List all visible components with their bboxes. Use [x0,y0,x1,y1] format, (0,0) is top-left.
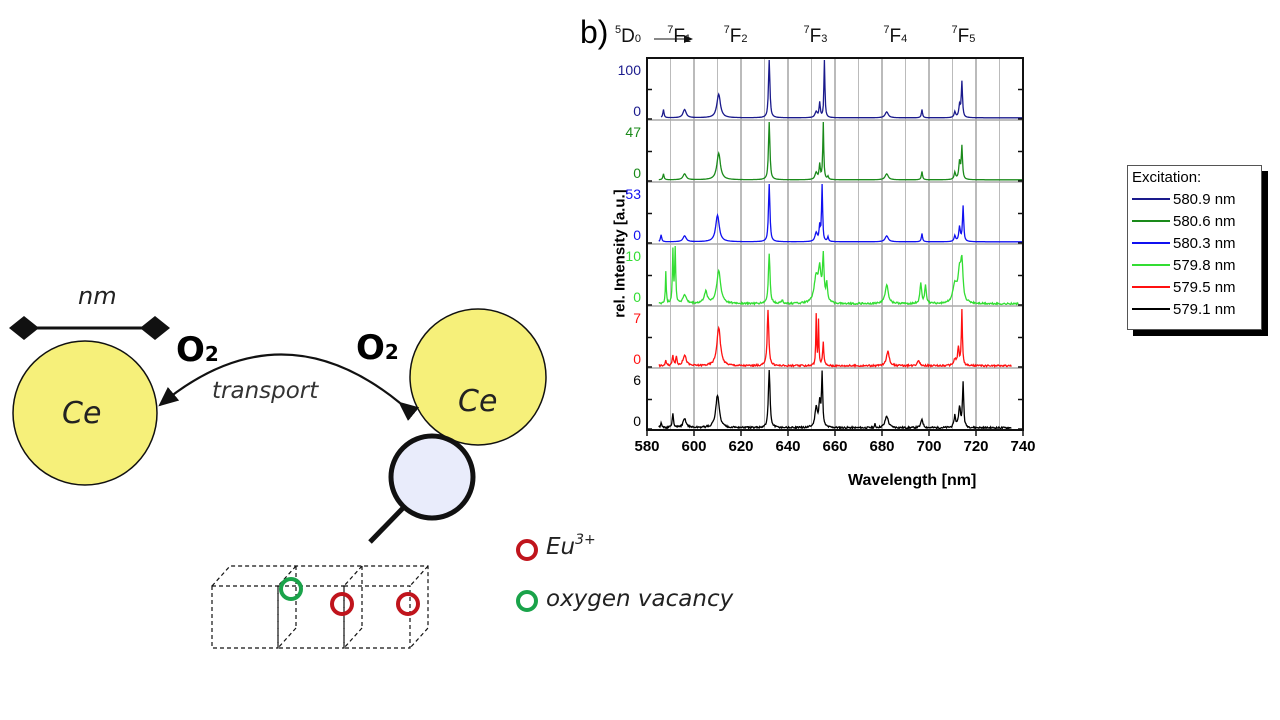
transition-label: 7F2 [723,24,748,47]
spectrum-line [658,183,1023,243]
transport-arrow [158,353,420,421]
eu-marker [330,592,354,616]
y-max-label: 47 [625,124,641,140]
legend-entry: 580.9 nm [1132,188,1261,210]
y-max-label: 7 [633,310,641,326]
x-tick-label: 580 [634,438,660,455]
y-zero-label: 0 [633,413,641,429]
particle-right-label: Ce [458,384,498,419]
eu-marker [396,592,420,616]
spectrum-line [660,59,1023,119]
legend-swatch [1132,264,1170,266]
particle-left-label: Ce [62,396,102,431]
y-zero-label: 0 [633,351,641,367]
transition-label: 7F1 [667,24,692,47]
y-max-label: 100 [617,62,641,78]
x-tick-label: 660 [822,438,848,455]
legend-entry: 580.3 nm [1132,232,1261,254]
x-tick-label: 720 [963,438,989,455]
legend-swatch [1132,286,1170,288]
transition-label: 7F5 [951,24,976,47]
legend-eu-label: Eu3+ [546,532,596,560]
o2-label-left: O2 [176,330,219,370]
legend-label: 580.3 nm [1173,234,1236,252]
legend-swatch [1132,242,1170,244]
y-max-label: 6 [633,372,641,388]
legend-eu-marker [516,539,538,561]
x-tick-label: 740 [1010,438,1036,455]
chart-legend: Excitation: 580.9 nm 580.6 nm 580.3 nm 579.… [1127,165,1262,330]
ceria-particle-left [12,340,158,486]
legend-label: 580.9 nm [1173,190,1236,208]
legend-swatch [1132,198,1170,200]
legend-label: 579.8 nm [1173,256,1236,274]
transition-label: 7F4 [883,24,908,47]
y-zero-label: 0 [633,227,641,243]
x-tick-label: 700 [916,438,942,455]
legend-entry: 579.5 nm [1132,276,1261,298]
legend-label: 580.6 nm [1173,212,1236,230]
scale-label: nm [78,282,117,310]
legend-entry: 580.6 nm [1132,210,1261,232]
y-zero-label: 0 [633,165,641,181]
transport-label: transport [212,378,319,404]
oxygen-vacancy-marker [279,577,303,601]
legend-label: 579.1 nm [1173,300,1236,318]
x-tick-label: 640 [775,438,801,455]
transition-prefix: 5D0 [615,24,641,47]
legend-entry: 579.1 nm [1132,298,1261,320]
spectrum-line [658,308,1012,369]
x-axis-label: Wavelength [nm] [848,472,977,489]
x-tick-label: 620 [728,438,754,455]
transition-label: 7F3 [803,24,828,47]
magnifier-icon [368,433,476,544]
spectrum-line [658,245,1019,306]
ceria-particle-diagram [9,308,547,649]
spectrum-line [658,121,1023,181]
transition-arrow-icon [654,35,693,43]
o2-label-right: O2 [356,328,399,368]
ceria-particle-right [409,308,547,446]
y-max-label: 10 [625,248,641,264]
x-tick-label: 600 [681,438,707,455]
y-max-label: 53 [625,186,641,202]
panel-label: b) [580,14,609,50]
legend-swatch [1132,220,1170,222]
x-tick-label: 680 [869,438,895,455]
legend-vacancy-marker [516,590,538,612]
legend-swatch [1132,308,1170,310]
y-zero-label: 0 [633,103,641,119]
legend-label: 579.5 nm [1173,278,1236,296]
legend-vacancy-label: oxygen vacancy [546,586,734,612]
spectrum-line [658,369,1012,431]
legend-entry: 579.8 nm [1132,254,1261,276]
legend-title: Excitation: [1132,169,1202,186]
y-zero-label: 0 [633,289,641,305]
